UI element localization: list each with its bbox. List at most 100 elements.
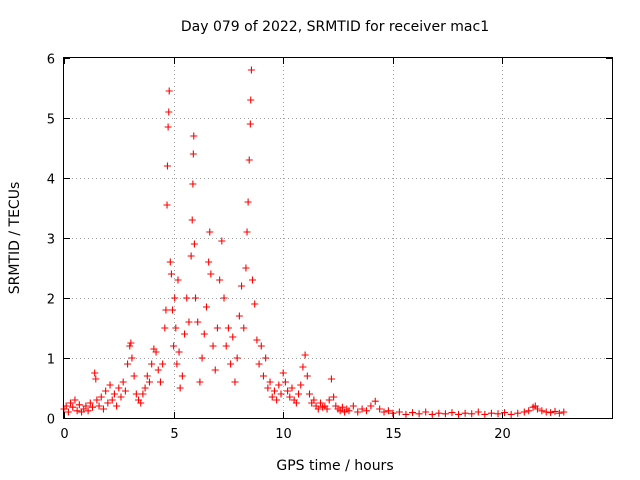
- data-point: [242, 264, 250, 272]
- data-point: [124, 360, 132, 368]
- tick-labels: 0 1 2 3 4 5 6 0 5 10 15 20: [47, 53, 511, 443]
- data-point: [316, 399, 324, 407]
- data-point: [525, 407, 533, 415]
- data-point: [367, 402, 375, 410]
- data-point: [384, 407, 392, 415]
- data-point: [188, 216, 196, 224]
- data-point: [245, 156, 253, 164]
- data-point: [189, 180, 197, 188]
- data-point: [235, 312, 243, 320]
- data-point: [284, 387, 292, 395]
- data-point: [422, 408, 430, 416]
- data-point: [222, 342, 230, 350]
- data-point: [259, 372, 267, 380]
- x-tick-label: 10: [275, 427, 292, 442]
- data-point: [297, 381, 305, 389]
- data-point: [551, 407, 559, 415]
- data-point: [104, 399, 112, 407]
- data-point: [395, 408, 403, 416]
- data-point: [560, 408, 568, 416]
- data-point: [371, 397, 379, 405]
- data-point: [220, 294, 228, 302]
- data-point: [206, 228, 214, 236]
- data-point: [380, 408, 388, 416]
- data-point: [292, 399, 300, 407]
- grid-lines: [64, 58, 612, 418]
- data-point: [95, 402, 103, 410]
- data-point: [224, 324, 232, 332]
- data-point: [273, 396, 281, 404]
- data-point: [86, 399, 94, 407]
- data-point: [145, 378, 153, 386]
- data-point: [202, 303, 210, 311]
- data-point: [247, 96, 255, 104]
- y-tick-label: 5: [47, 113, 55, 128]
- data-point: [139, 390, 147, 398]
- data-point: [246, 120, 254, 128]
- data-point: [330, 393, 338, 401]
- data-point: [132, 390, 140, 398]
- data-point: [211, 366, 219, 374]
- data-point: [106, 381, 114, 389]
- data-point: [240, 324, 248, 332]
- data-point: [389, 409, 397, 417]
- data-point: [441, 410, 449, 418]
- y-tick-label: 3: [47, 233, 55, 248]
- data-point: [244, 198, 252, 206]
- data-point: [164, 123, 172, 131]
- data-point: [501, 409, 509, 417]
- y-tick-label: 6: [47, 53, 55, 68]
- data-point: [205, 258, 213, 266]
- data-point: [163, 201, 171, 209]
- data-point: [93, 396, 101, 404]
- data-point: [229, 333, 237, 341]
- data-point: [88, 403, 96, 411]
- data-point: [409, 409, 417, 417]
- data-point: [253, 336, 261, 344]
- data-point: [538, 407, 546, 415]
- y-tick-label: 4: [47, 173, 55, 188]
- data-point: [402, 410, 410, 418]
- data-point: [181, 330, 189, 338]
- data-point: [167, 270, 175, 278]
- data-point: [200, 330, 208, 338]
- data-point: [533, 405, 541, 413]
- data-point: [376, 405, 384, 413]
- data-point: [264, 384, 272, 392]
- data-point: [174, 276, 182, 284]
- data-point: [119, 378, 127, 386]
- data-point: [247, 66, 255, 74]
- data-point: [97, 393, 105, 401]
- data-point: [327, 375, 335, 383]
- data-point: [279, 369, 287, 377]
- data-point: [213, 324, 221, 332]
- data-point: [323, 405, 331, 413]
- data-point: [270, 387, 278, 395]
- data-point: [99, 405, 107, 413]
- data-point: [117, 393, 125, 401]
- data-point: [91, 369, 99, 377]
- data-point: [67, 399, 75, 407]
- data-point: [173, 360, 181, 368]
- data-point: [110, 390, 118, 398]
- chart-title: Day 079 of 2022, SRMTID for receiver mac…: [181, 19, 489, 35]
- data-point: [231, 378, 239, 386]
- data-point: [196, 378, 204, 386]
- data-point: [268, 393, 276, 401]
- data-point: [468, 410, 476, 418]
- data-point: [455, 410, 463, 418]
- data-point: [154, 366, 162, 374]
- data-point: [507, 410, 515, 418]
- data-point: [143, 372, 151, 380]
- data-point: [156, 378, 164, 386]
- data-point: [295, 390, 303, 398]
- data-point: [362, 407, 370, 415]
- data-point: [461, 409, 469, 417]
- data-point: [82, 402, 90, 410]
- data-point: [354, 408, 362, 416]
- data-point: [435, 409, 443, 417]
- data-point: [520, 408, 528, 416]
- data-point: [71, 396, 79, 404]
- data-point: [275, 381, 283, 389]
- data-point: [165, 108, 173, 116]
